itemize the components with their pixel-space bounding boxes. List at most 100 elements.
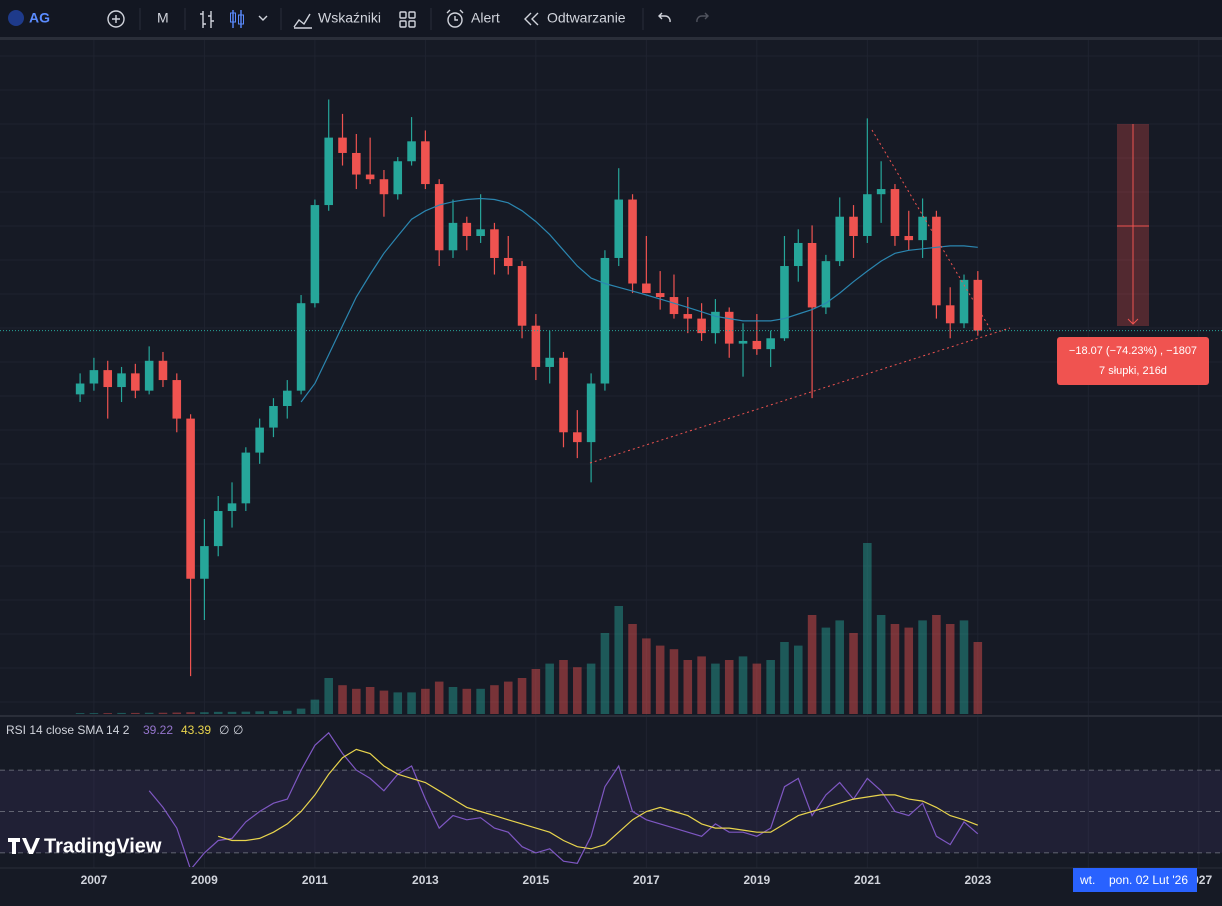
candle-body [835,216,844,262]
candle-body [117,373,126,388]
volume-bar [75,713,85,714]
candle-body [669,297,679,315]
volume-bar [448,687,458,714]
candle-body [780,266,789,339]
volume-bar [310,699,320,714]
candle-body [573,432,582,443]
volume-bar [531,669,541,714]
measure-arrow [1127,124,1139,325]
volume-bar [586,663,596,714]
trend-line[interactable] [871,129,993,333]
undo[interactable] [658,12,671,23]
templates-icon[interactable] [399,11,407,19]
rsi-value: 39.22 [143,723,173,737]
candle-body [131,373,140,391]
candle-body [517,266,527,326]
candle-body [186,418,195,579]
x-tick-label: 2019 [743,873,770,887]
volume-bar [144,712,154,714]
volume-bar [545,663,554,714]
x-tick-label: 2007 [81,873,108,887]
x-tick-label: 2011 [302,873,328,887]
candles-icon-body [230,12,236,23]
candle-body [503,257,513,267]
indicators[interactable]: Wskaźniki [318,10,381,26]
candle-body [296,303,306,391]
candle-body [959,279,969,324]
candle-body [807,242,817,308]
volume-bar [227,711,237,714]
indicators-icon[interactable] [293,13,312,29]
x-tick-label: 2013 [412,873,439,887]
replay-icon[interactable] [524,12,539,26]
volume-bar [835,620,844,714]
volume-bar [918,620,927,714]
candle-body [614,199,624,258]
volume-bar [103,713,113,714]
volume-bar [738,656,748,714]
bars-icon[interactable] [200,11,214,28]
measure-text: 7 słupki, 216d [1099,365,1167,377]
templates-icon [408,11,416,19]
volume-bar [131,712,140,714]
volume-bar [338,685,347,714]
candle-body [600,257,610,384]
crosshair-weekday: wt. [1079,873,1095,887]
x-tick-label: 2023 [964,873,991,887]
candle-body [793,242,803,267]
symbol-icon[interactable] [8,10,24,26]
volume-bar [269,711,278,714]
candle-body [338,137,347,153]
volume-bar [876,615,886,714]
volume-bar [282,710,292,714]
volume-bar [628,624,637,714]
candle-body [876,189,886,195]
interval[interactable]: M [157,10,169,26]
volume-bar [849,633,858,714]
candle-body [172,380,182,419]
volume-bar [807,615,817,714]
volume-bar [89,713,99,714]
volume-bar [945,624,955,714]
volume-bar [711,663,720,714]
add-symbol[interactable] [107,10,125,28]
volume-bar [407,692,416,714]
alert[interactable]: Alert [471,10,500,26]
rsi-legend[interactable]: RSI 14 close SMA 14 2 [6,723,130,737]
trend-line[interactable] [589,327,1011,464]
candle-body [379,179,389,195]
volume-bar [352,688,361,714]
volume-bar [255,711,264,714]
volume-bar [172,712,182,714]
candle-body [973,279,983,331]
candle-body [407,141,416,162]
logo-icon [8,838,40,854]
volume-bar [669,649,679,714]
candle-body [324,137,333,206]
volume-bar [863,543,872,714]
candle-body [490,229,499,258]
volume-bar [793,645,803,714]
symbol[interactable]: AG [29,10,50,26]
redo[interactable] [696,12,709,23]
x-tick-label: 2009 [191,873,218,887]
candle-body [849,216,858,236]
chart-type-menu[interactable] [258,15,268,21]
volume-bar [766,660,775,714]
x-tick-label: 2015 [523,873,550,887]
candle-body [531,325,541,367]
candle-body [752,340,762,350]
volume-bar [186,712,195,714]
replay[interactable]: Odtwarzanie [547,10,626,26]
candle-body [255,427,264,453]
volume-bar [697,656,706,714]
crosshair-date: pon. 02 Lut '26 [1109,873,1188,887]
alert-icon[interactable] [447,12,463,28]
candle-body [434,184,444,251]
volume-bar [890,624,900,714]
candle-body [103,370,113,388]
logo: TradingView [44,835,162,857]
